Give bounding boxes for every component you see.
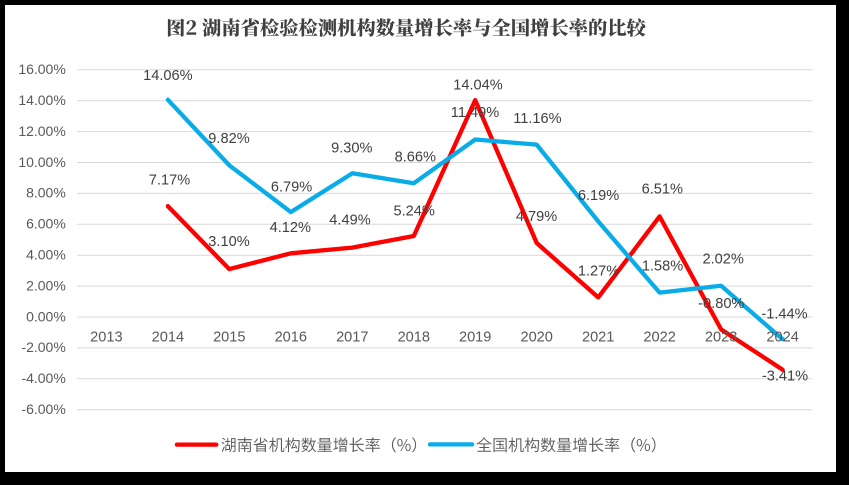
svg-text:2023: 2023 [705,330,737,346]
svg-text:6.00%: 6.00% [26,216,66,232]
svg-text:-6.00%: -6.00% [21,401,65,417]
svg-text:4.79%: 4.79% [516,209,557,225]
svg-text:4.12%: 4.12% [270,220,311,236]
svg-text:2.00%: 2.00% [26,277,66,293]
svg-text:-2.00%: -2.00% [21,339,65,355]
svg-text:16.00%: 16.00% [18,61,65,77]
svg-text:8.66%: 8.66% [395,149,436,165]
svg-text:2018: 2018 [398,330,430,346]
svg-text:2015: 2015 [213,330,245,346]
svg-text:4.49%: 4.49% [329,212,370,228]
svg-text:-3.41%: -3.41% [762,368,808,384]
svg-text:-4.00%: -4.00% [21,370,65,386]
svg-text:10.00%: 10.00% [18,154,65,170]
svg-text:2022: 2022 [643,330,675,346]
svg-text:9.82%: 9.82% [208,131,249,147]
svg-text:12.00%: 12.00% [18,123,65,139]
svg-text:0.00%: 0.00% [26,308,66,324]
svg-text:6.19%: 6.19% [578,188,619,204]
svg-text:2017: 2017 [336,330,368,346]
svg-text:14.06%: 14.06% [143,68,193,84]
svg-text:2024: 2024 [766,330,798,346]
svg-text:14.00%: 14.00% [18,92,65,108]
svg-text:8.00%: 8.00% [26,185,66,201]
svg-text:2021: 2021 [582,330,614,346]
svg-text:2014: 2014 [152,330,184,346]
svg-text:1.58%: 1.58% [642,259,683,275]
svg-text:14.04%: 14.04% [453,77,503,93]
svg-text:6.79%: 6.79% [271,180,312,196]
svg-text:11.49%: 11.49% [451,105,499,121]
svg-text:-1.44%: -1.44% [761,307,807,323]
svg-text:2013: 2013 [90,330,122,346]
svg-text:2.02%: 2.02% [703,251,744,267]
svg-text:-0.80%: -0.80% [698,296,744,312]
svg-text:2020: 2020 [520,330,552,346]
svg-text:4.00%: 4.00% [26,247,66,263]
svg-text:6.51%: 6.51% [642,182,683,198]
svg-text:2016: 2016 [275,330,307,346]
svg-text:11.16%: 11.16% [513,111,561,127]
svg-text:7.17%: 7.17% [149,172,190,188]
svg-text:1.27%: 1.27% [578,264,619,280]
svg-text:2019: 2019 [459,330,491,346]
svg-text:9.30%: 9.30% [331,140,372,156]
svg-text:3.10%: 3.10% [208,234,249,250]
svg-text:5.24%: 5.24% [394,203,435,219]
